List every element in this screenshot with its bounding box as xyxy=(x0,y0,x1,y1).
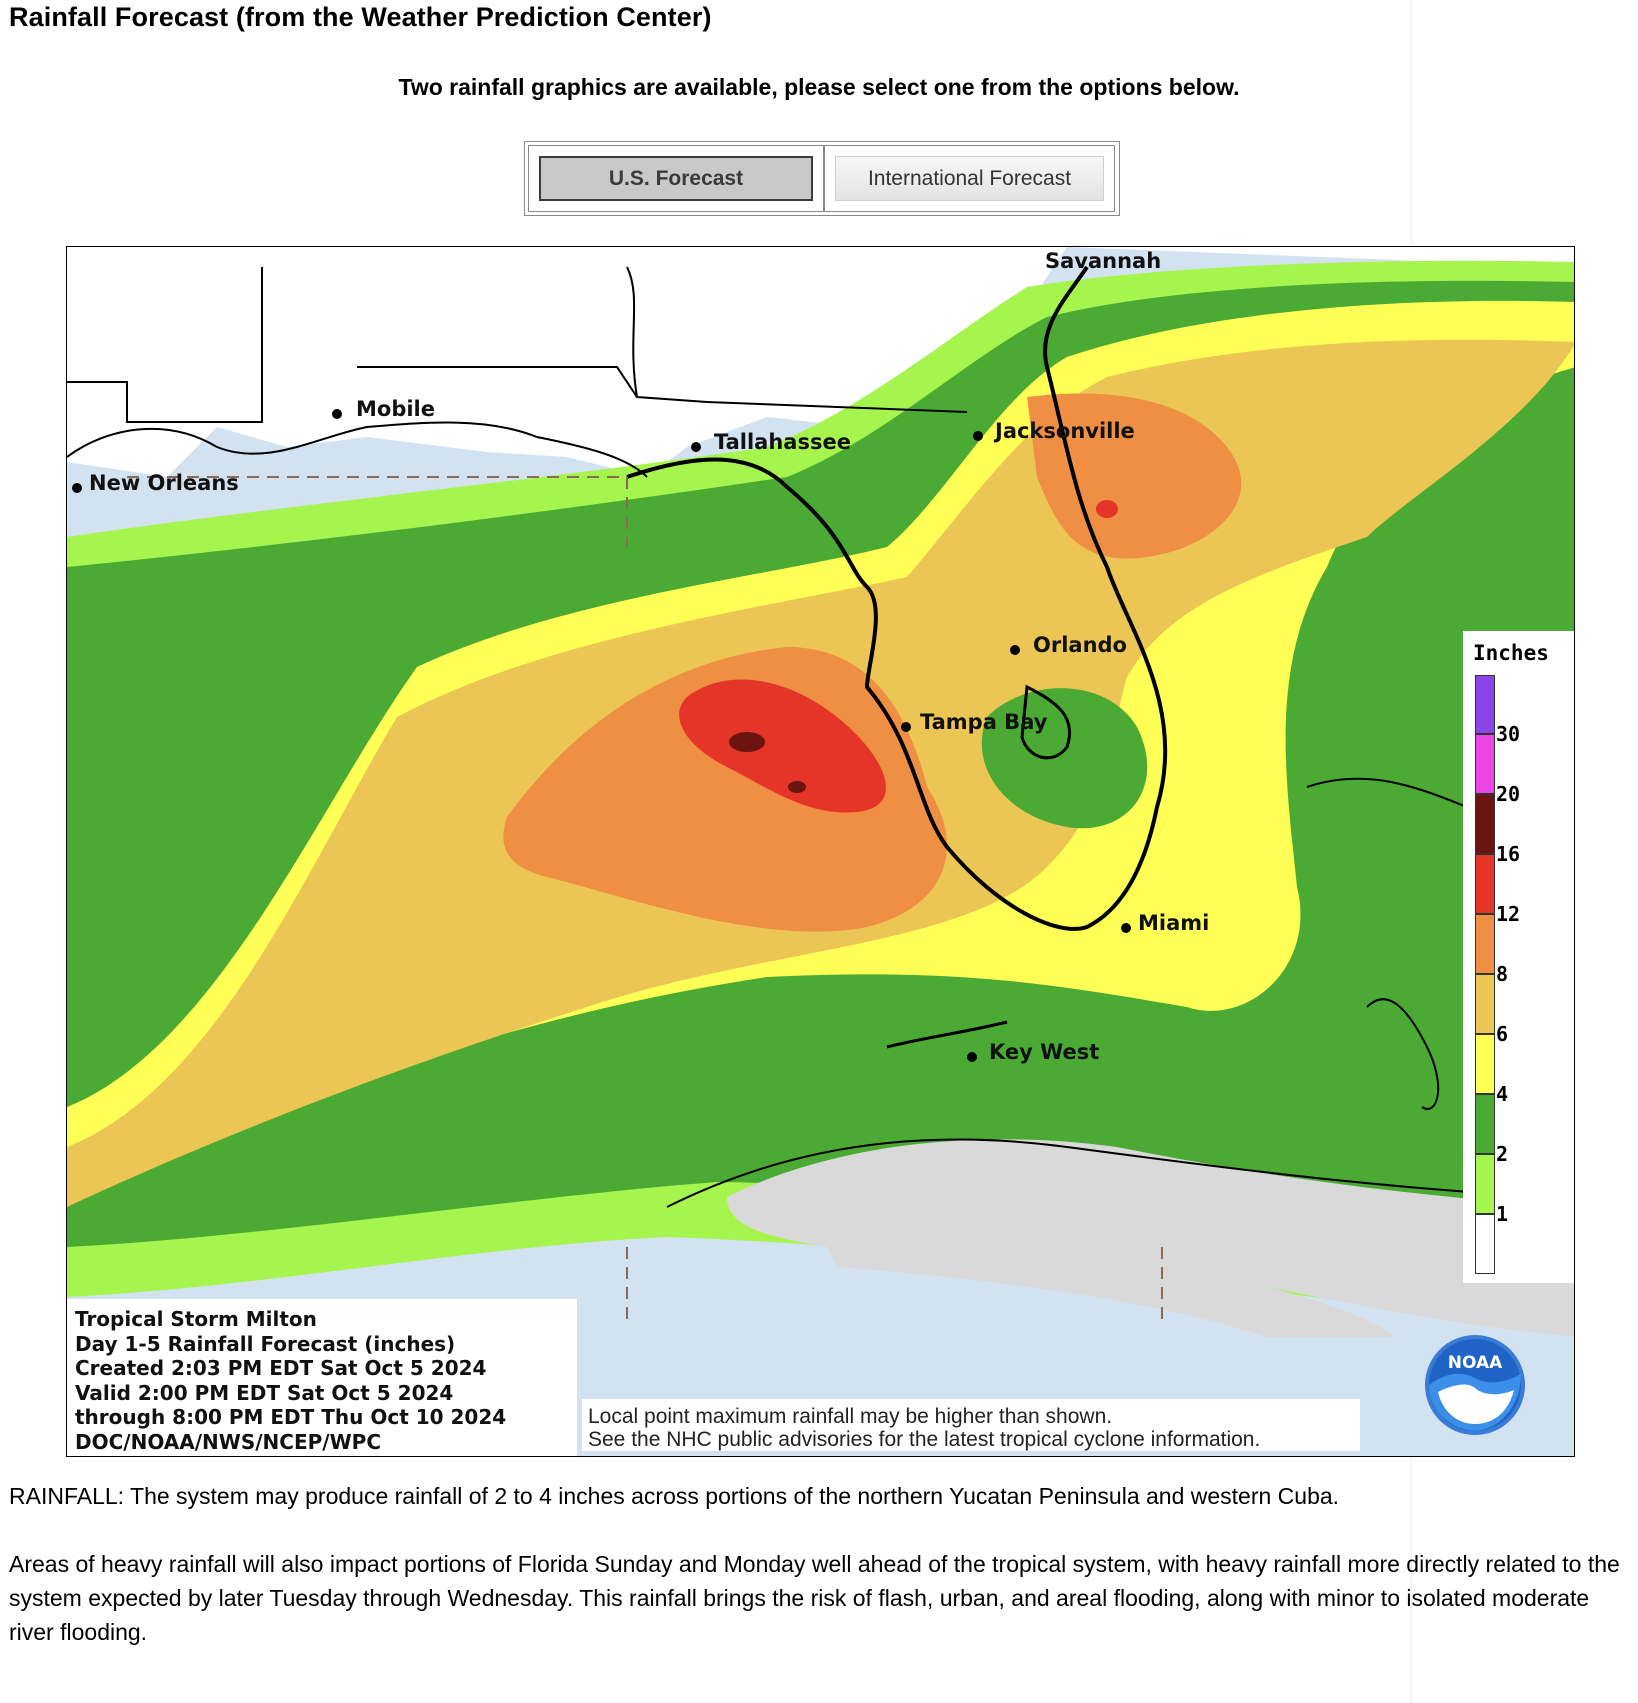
legend-swatch xyxy=(1475,734,1495,794)
storm-name: Tropical Storm Milton xyxy=(75,1307,317,1331)
rainfall-16in-spot xyxy=(788,781,806,793)
city-label-new-orleans: New Orleans xyxy=(89,471,239,495)
tab-cell-us: U.S. Forecast xyxy=(528,145,824,212)
land-cuba-south xyxy=(827,1243,1397,1337)
city-dot-new-orleans xyxy=(72,483,82,493)
city-dot-jacksonville xyxy=(973,431,983,441)
city-label-jacksonville: Jacksonville xyxy=(995,419,1135,443)
legend-swatch xyxy=(1475,1034,1495,1094)
state-border-al-ga xyxy=(626,266,638,398)
city-label-key-west: Key West xyxy=(989,1040,1100,1064)
legend-tick: 2 xyxy=(1496,1142,1509,1166)
disclaimer-line-2: See the NHC public advisories for the la… xyxy=(588,1428,1261,1451)
state-border-west xyxy=(67,267,263,423)
legend-swatch xyxy=(1475,914,1495,974)
legend-swatch xyxy=(1475,1214,1495,1274)
city-dot-orlando xyxy=(1010,645,1020,655)
legend-swatch xyxy=(1475,854,1495,914)
flooding-paragraph: Areas of heavy rainfall will also impact… xyxy=(9,1551,1620,1645)
legend-swatch xyxy=(1475,1094,1495,1154)
legend-tick: 4 xyxy=(1496,1082,1509,1106)
tab-us-forecast[interactable]: U.S. Forecast xyxy=(539,156,813,201)
page-subheading: Two rainfall graphics are available, ple… xyxy=(398,74,1240,100)
legend-swatch xyxy=(1475,675,1495,734)
legend-tick: 8 xyxy=(1496,962,1509,986)
legend-tick: 30 xyxy=(1496,722,1521,746)
legend-tick: 16 xyxy=(1496,842,1521,866)
legend-swatch xyxy=(1475,794,1495,854)
city-label-tallahassee: Tallahassee xyxy=(714,430,851,454)
page-title: Rainfall Forecast (from the Weather Pred… xyxy=(9,2,712,32)
city-dot-tallahassee xyxy=(691,442,701,452)
rainfall-16in xyxy=(729,732,765,752)
rainfall-12in xyxy=(679,679,886,813)
disclaimer-line-1: Local point maximum rainfall may be high… xyxy=(588,1405,1113,1428)
domain-outline-top xyxy=(127,476,628,547)
city-dot-tampa-bay xyxy=(901,722,911,732)
florida-coastline xyxy=(626,265,1168,931)
valid-start: Valid 2:00 PM EDT Sat Oct 5 2024 xyxy=(75,1380,454,1405)
city-label-miami: Miami xyxy=(1138,911,1210,935)
issuing-agency: DOC/NOAA/NWS/NCEP/WPC xyxy=(75,1429,381,1454)
florida-keys xyxy=(886,1020,1008,1049)
domain-outline-bottom xyxy=(626,1247,1163,1327)
svg-text:NOAA: NOAA xyxy=(1448,1353,1503,1373)
valid-end: through 8:00 PM EDT Thu Oct 10 2024 xyxy=(75,1405,507,1429)
map-disclaimer: Local point maximum rainfall may be high… xyxy=(582,1399,1360,1451)
rainfall-paragraph: RAINFALL: The system may produce rainfal… xyxy=(9,1483,1340,1509)
tab-cell-international: International Forecast xyxy=(824,145,1115,212)
gulf-coastline xyxy=(67,421,648,478)
city-label-tampa-bay: Tampa Bay xyxy=(920,710,1048,734)
andros-outline xyxy=(1366,998,1440,1110)
city-label-orlando: Orlando xyxy=(1033,633,1127,657)
noaa-logo: NOAA xyxy=(1425,1335,1525,1435)
bahamas-outline xyxy=(1306,777,1468,808)
rainfall-forecast-map: Mobile Tallahassee Savannah Jacksonville… xyxy=(66,246,1575,1457)
city-dot-miami xyxy=(1121,923,1131,933)
legend-tick: 1 xyxy=(1496,1202,1509,1226)
city-label-mobile: Mobile xyxy=(356,397,435,421)
rainfall-map-graphic xyxy=(67,247,1574,1456)
lake-okeechobee xyxy=(1020,684,1072,760)
legend-swatch xyxy=(1475,974,1495,1034)
legend-swatch xyxy=(1475,1154,1495,1214)
land-cuba xyxy=(727,1139,1574,1337)
city-dot-mobile xyxy=(332,409,342,419)
tab-international-forecast[interactable]: International Forecast xyxy=(835,156,1104,201)
legend-title: Inches xyxy=(1473,641,1549,665)
legend-tick: 6 xyxy=(1496,1022,1509,1046)
land-north xyxy=(67,247,1574,477)
legend-tick: 12 xyxy=(1496,902,1521,926)
cuba-coastline xyxy=(666,1138,1548,1208)
forecast-type: Day 1-5 Rainfall Forecast (inches) xyxy=(75,1331,456,1356)
rainfall-8in-atlantic xyxy=(1027,393,1242,559)
city-dot-key-west xyxy=(967,1052,977,1062)
rainfall-12in-spot xyxy=(1096,500,1118,518)
city-label-savannah: Savannah xyxy=(1045,249,1162,273)
created-time: Created 2:03 PM EDT Sat Oct 5 2024 xyxy=(75,1356,487,1380)
legend-tick: 20 xyxy=(1496,782,1521,806)
rainfall-legend: Inches 30 20 16 12 8 6 4 2 1 xyxy=(1463,631,1574,1283)
forecast-tab-selector: U.S. Forecast International Forecast xyxy=(524,141,1120,216)
storm-info-box: Tropical Storm Milton Day 1-5 Rainfall F… xyxy=(67,1299,577,1456)
